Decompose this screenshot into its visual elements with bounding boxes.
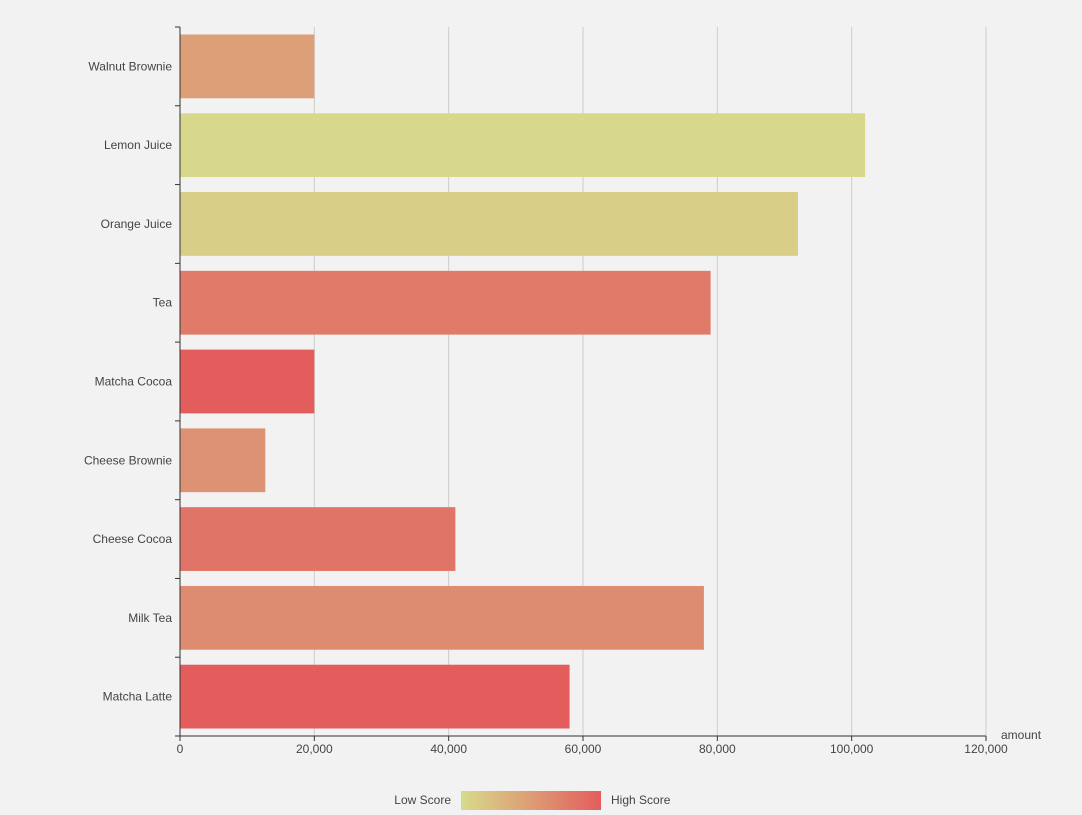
bar[interactable]: [180, 428, 266, 493]
y-category-label: Matcha Cocoa: [95, 375, 173, 389]
y-category-label: Matcha Latte: [103, 690, 173, 704]
axes: [175, 26, 987, 741]
bars: [180, 34, 866, 729]
y-category-label: Milk Tea: [128, 611, 172, 625]
bar[interactable]: [180, 349, 315, 414]
y-axis-labels: Walnut Brownie Lemon Juice Orange Juice Tea…: [84, 59, 172, 703]
visual-map-legend[interactable]: Low Score High Score: [394, 791, 671, 810]
bar[interactable]: [180, 664, 570, 729]
bar[interactable]: [180, 192, 798, 256]
x-tick-label: 80,000: [699, 742, 736, 756]
y-category-label: Cheese Brownie: [84, 453, 172, 467]
y-category-label: Cheese Cocoa: [93, 532, 173, 546]
x-tick-label: 40,000: [430, 742, 467, 756]
x-tick-label: 20,000: [296, 742, 333, 756]
bar[interactable]: [180, 270, 711, 335]
legend-low-label: Low Score: [394, 793, 451, 807]
bar[interactable]: [180, 34, 315, 99]
x-tick-label: 120,000: [964, 742, 1008, 756]
x-axis-labels: 0 20,000 40,000 60,000 80,000 100,000 120,000: [177, 742, 1008, 756]
y-category-label: Orange Juice: [101, 217, 173, 231]
x-tick-label: 100,000: [830, 742, 874, 756]
legend-gradient-bar[interactable]: [461, 791, 601, 810]
bar[interactable]: [180, 113, 866, 178]
y-category-label: Tea: [153, 296, 173, 310]
x-tick-label: 60,000: [565, 742, 602, 756]
y-category-label: Lemon Juice: [104, 138, 172, 152]
x-axis-title: amount: [1001, 728, 1042, 742]
x-tick-label: 0: [177, 742, 184, 756]
legend-high-label: High Score: [611, 793, 671, 807]
bar[interactable]: [180, 585, 704, 650]
y-category-label: Walnut Brownie: [88, 59, 172, 73]
bar[interactable]: [180, 507, 456, 571]
